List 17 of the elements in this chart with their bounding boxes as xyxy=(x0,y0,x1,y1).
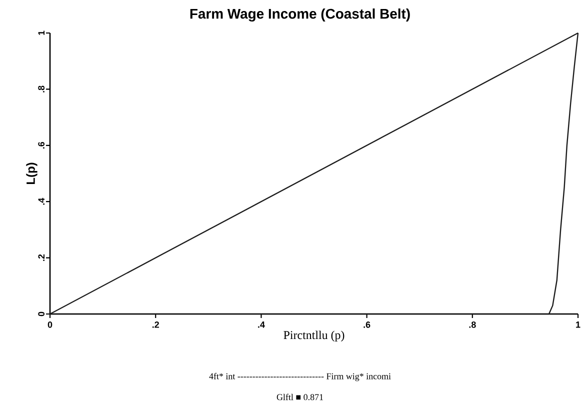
x-tick-label: .2 xyxy=(152,322,159,328)
y-tick-label: .2 xyxy=(38,254,44,261)
y-tick-label: 1 xyxy=(38,30,44,35)
x-tick-label: 1 xyxy=(576,322,580,328)
x-tick-label: .4 xyxy=(258,322,265,328)
x-tick-label: 0 xyxy=(48,322,52,328)
chart-title: Farm Wage Income (Coastal Belt) xyxy=(190,8,410,22)
y-axis-title: L(p) xyxy=(26,162,38,184)
x-axis-title: Pirctntllu (p) xyxy=(284,330,344,342)
text: 4ft* int ----------------------------- Firm wig* incomi xyxy=(209,372,391,382)
y-tick-label: .8 xyxy=(38,86,44,92)
x-tick-label: .8 xyxy=(469,322,476,328)
text: Glftl ■ 0.871 xyxy=(276,394,323,400)
y-tick-label: 0 xyxy=(38,312,44,316)
x-tick-label: .6 xyxy=(364,322,370,328)
y-tick-label: .6 xyxy=(38,142,44,149)
y-tick-label: .4 xyxy=(38,198,44,205)
